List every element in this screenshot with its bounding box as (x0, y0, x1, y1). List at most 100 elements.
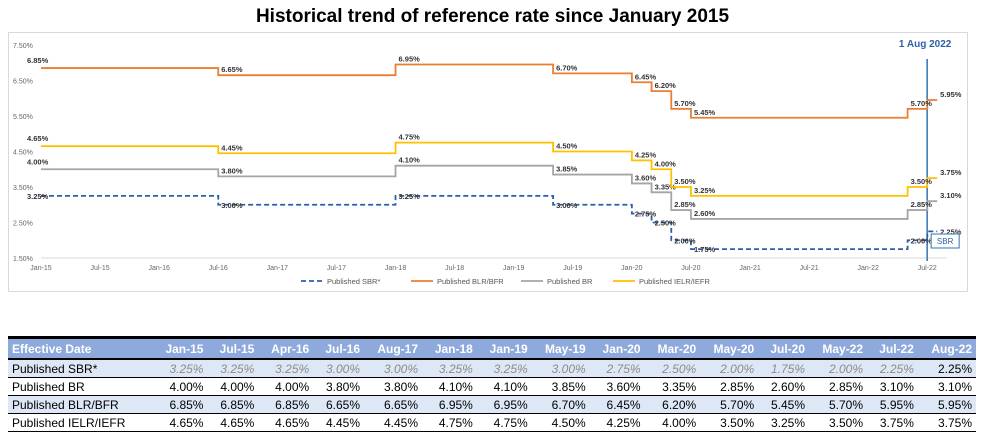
data-label: 6.45% (635, 72, 657, 81)
data-label: 2.85% (911, 200, 933, 209)
table-cell: 4.65% (152, 413, 208, 432)
table-cell: 6.20% (644, 395, 701, 414)
table-cell: 4.65% (207, 413, 259, 432)
legend-label: Published IELR/IEFR (639, 277, 710, 286)
table-cell: 3.25% (758, 413, 810, 432)
table-cell: 5.70% (700, 395, 759, 414)
table-cell: 3.50% (700, 413, 759, 432)
data-label: 3.25% (694, 186, 716, 195)
data-label: 3.25% (399, 192, 421, 201)
x-tick-label: Jul-16 (209, 265, 228, 272)
table-cell: 3.00% (313, 359, 365, 378)
x-tick-label: Jul-17 (327, 265, 346, 272)
table-cell: 2.25% (917, 359, 976, 378)
table-cell: 3.00% (364, 359, 423, 378)
data-label: 3.85% (556, 165, 578, 174)
column-header: Jan-20 (589, 336, 645, 360)
column-header: May-19 (531, 336, 590, 360)
table-cell: 3.50% (809, 413, 868, 432)
data-label: 3.50% (674, 177, 696, 186)
row-label: Published BR (8, 377, 153, 396)
table-cell: 2.75% (589, 359, 645, 378)
data-label: 1.75% (694, 245, 716, 254)
table-cell: 3.75% (917, 413, 976, 432)
data-label: 3.60% (635, 173, 657, 182)
table-cell: 4.10% (422, 377, 477, 396)
table-cell: 6.65% (313, 395, 365, 414)
table-cell: 4.10% (476, 377, 532, 396)
table-cell: 3.80% (364, 377, 423, 396)
table-cell: 6.85% (152, 395, 208, 414)
column-header: Jul-16 (313, 336, 365, 360)
row-label: Published IELR/IEFR (8, 413, 153, 432)
data-label: 3.80% (221, 166, 243, 175)
table-cell: 6.70% (531, 395, 590, 414)
data-label: 3.50% (911, 177, 933, 186)
row-label: Published SBR* (8, 359, 153, 378)
table-cell: 3.00% (531, 359, 590, 378)
table-cell: 3.80% (313, 377, 365, 396)
table-header-row: Effective Date Jan-15 Jul-15 Apr-16 Jul-16 Au… (8, 336, 976, 360)
data-label: 2.00% (911, 236, 933, 245)
column-header: Jan-18 (422, 336, 477, 360)
table-cell: 5.95% (867, 395, 918, 414)
table-cell: 6.85% (207, 395, 259, 414)
series-line (41, 141, 938, 197)
table-cell: 5.45% (758, 395, 810, 414)
table-cell: 3.25% (258, 359, 314, 378)
x-tick-label: Jul-20 (681, 265, 700, 272)
line-chart: 7.50% 6.50% 5.50% 4.50% 3.50% 2.50% 1.50% Jan-1… (13, 39, 962, 286)
table-cell: 5.70% (809, 395, 868, 414)
data-label: 3.00% (221, 201, 243, 210)
table-cell: 5.95% (917, 395, 976, 414)
table-cell: 3.25% (207, 359, 259, 378)
series-line (41, 164, 938, 220)
data-label: 4.10% (399, 156, 421, 165)
table-row: Published BR 4.00% 4.00% 4.00% 3.80% 3.80% 4.1… (8, 377, 976, 396)
data-label: 2.85% (674, 200, 696, 209)
data-label: 2.25% (940, 227, 962, 236)
x-tick-label: Jan-19 (503, 265, 525, 272)
data-label: 3.75% (940, 168, 962, 177)
legend-label: Published BR (547, 277, 593, 286)
table-cell: 4.50% (531, 413, 590, 432)
table-cell: 3.10% (917, 377, 976, 396)
data-label: 2.50% (655, 219, 677, 228)
table-cell: 4.45% (313, 413, 365, 432)
table-row: Published IELR/IEFR 4.65% 4.65% 4.65% 4.45% 4… (8, 413, 976, 432)
data-label: 4.00% (655, 159, 677, 168)
data-label: 4.25% (635, 150, 657, 159)
date-marker-label: 1 Aug 2022 (899, 39, 952, 50)
x-tick-label: Jul-15 (91, 265, 110, 272)
column-header: May-20 (700, 336, 759, 360)
data-label: 4.75% (399, 133, 421, 142)
data-label: 6.70% (556, 63, 578, 72)
table-cell: 3.25% (152, 359, 208, 378)
column-header: Jul-22 (867, 336, 918, 360)
x-tick-label: Jul-22 (918, 265, 937, 272)
data-label: 6.20% (655, 81, 677, 90)
x-tick-label: Jan-20 (621, 265, 643, 272)
column-header: Aug-22 (917, 336, 976, 360)
table-cell: 6.65% (364, 395, 423, 414)
table-cell: 4.45% (364, 413, 423, 432)
x-tick-label: Jul-18 (445, 265, 464, 272)
data-label: 4.45% (221, 143, 243, 152)
y-tick-label: 7.50% (13, 43, 33, 50)
table-row: Published BLR/BFR 6.85% 6.85% 6.85% 6.65% 6.6… (8, 395, 976, 414)
data-label: 5.70% (911, 99, 933, 108)
column-header-label: Effective Date (8, 336, 153, 360)
data-label: 2.75% (635, 210, 657, 219)
chart-title: Historical trend of reference rate since… (255, 6, 730, 27)
column-header: Aug-17 (364, 336, 423, 360)
y-tick-label: 2.50% (13, 221, 33, 228)
data-label: 3.25% (27, 192, 49, 201)
table-cell: 2.85% (809, 377, 868, 396)
data-label: 2.60% (694, 209, 716, 218)
x-tick-label: Jan-22 (858, 265, 880, 272)
data-label: 6.65% (221, 65, 243, 74)
table-cell: 1.75% (758, 359, 810, 378)
data-label: 4.50% (556, 142, 578, 151)
x-tick-label: Jul-19 (563, 265, 582, 272)
table-cell: 4.25% (589, 413, 645, 432)
